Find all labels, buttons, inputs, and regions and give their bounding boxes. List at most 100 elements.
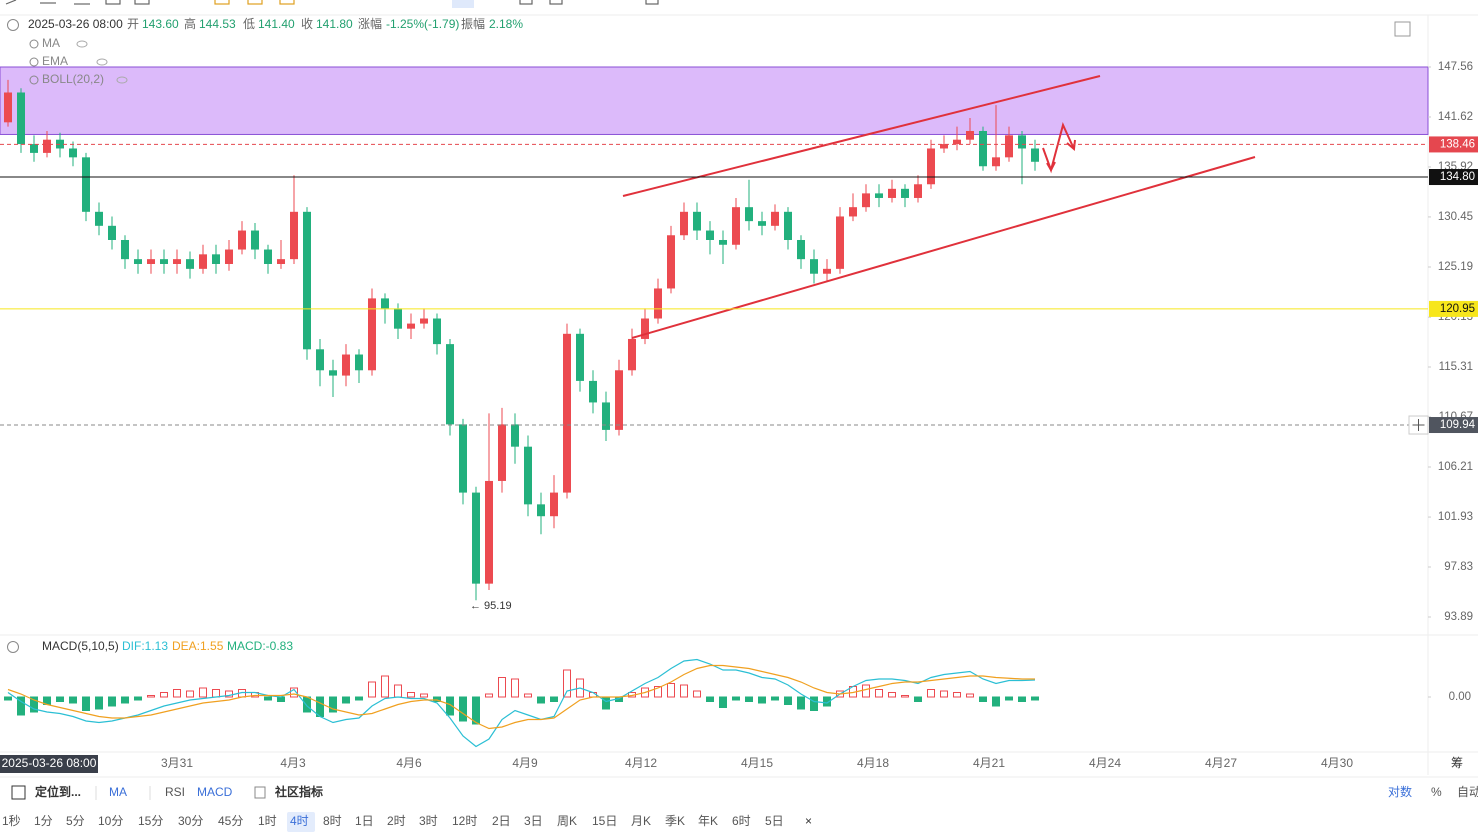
candle-body <box>251 230 259 250</box>
indicator-button[interactable]: MA <box>109 785 127 799</box>
indicator-button[interactable]: RSI <box>165 785 185 799</box>
timeframe-button[interactable]: 3时 <box>419 814 438 828</box>
y-tick-label: 0.00 <box>1449 691 1471 703</box>
macd-bar <box>784 696 792 705</box>
calendar-icon[interactable] <box>11 785 26 800</box>
timeframe-button[interactable]: 45分 <box>218 814 243 828</box>
candle-body <box>589 380 597 403</box>
candle-body <box>654 288 662 319</box>
collapse-icon[interactable] <box>7 641 19 653</box>
timeframe-button[interactable]: 10分 <box>98 814 123 828</box>
candle-body <box>979 130 987 167</box>
tool-icon[interactable] <box>645 0 659 5</box>
x-tick-label: 4月21 <box>973 756 1005 770</box>
macd-bar <box>771 696 779 701</box>
tool-icon[interactable] <box>5 0 17 5</box>
macd-bar <box>602 696 610 710</box>
x-tick-label: 4月30 <box>1321 756 1353 770</box>
timeframe-button[interactable]: 8时 <box>323 814 342 828</box>
candle-body <box>212 254 220 264</box>
price-tag <box>1429 417 1478 434</box>
timeframe-button[interactable]: 15日 <box>592 814 617 828</box>
bell-icon[interactable] <box>29 57 39 67</box>
trend-line-upper[interactable] <box>622 75 1101 197</box>
candle-body <box>420 318 428 324</box>
tool-icon[interactable] <box>214 0 230 5</box>
scale-button[interactable]: % <box>1431 785 1442 799</box>
macd-bar <box>680 684 688 698</box>
header-field-value: 2.18% <box>489 17 523 31</box>
macd-bar <box>459 696 467 722</box>
eye-icon[interactable] <box>96 58 108 66</box>
close-icon[interactable]: × <box>805 814 812 828</box>
macd-bar <box>329 696 337 713</box>
expand-button[interactable] <box>1394 21 1411 37</box>
timeframe-button[interactable]: 年K <box>698 814 718 828</box>
y-tick-label: 93.89 <box>1444 611 1473 623</box>
tool-icon[interactable] <box>279 0 295 5</box>
scale-button[interactable]: 对数 <box>1388 784 1412 799</box>
timeframe-button[interactable]: 3日 <box>524 814 543 828</box>
tool-icon[interactable] <box>519 0 533 5</box>
timeframe-button[interactable]: 1分 <box>34 814 53 828</box>
eye-icon[interactable] <box>116 76 128 84</box>
bell-icon[interactable] <box>29 75 39 85</box>
tool-icon-active[interactable] <box>452 0 474 8</box>
macd-bar <box>719 696 727 708</box>
overlay-label: BOLL(20,2) <box>42 72 104 86</box>
indicator-button[interactable]: MACD <box>197 785 233 799</box>
macd-bar <box>303 696 311 713</box>
timeframe-button[interactable]: 5分 <box>66 814 85 828</box>
scale-button[interactable]: 自动 <box>1457 785 1478 799</box>
candle-body <box>277 259 285 264</box>
macd-bar <box>1031 696 1039 701</box>
tool-icon[interactable] <box>134 0 150 5</box>
tool-icon[interactable] <box>247 0 263 5</box>
macd-bar <box>511 678 519 698</box>
forecast-arrow[interactable] <box>1042 122 1075 174</box>
timeframe-button[interactable]: 30分 <box>178 814 203 828</box>
candle-body <box>368 298 376 371</box>
trend-line-lower[interactable] <box>631 156 1256 339</box>
bell-icon[interactable] <box>29 39 39 49</box>
header-fields: 开 143.60 高 144.53 低 141.40 收 141.80 涨幅 -1.25%(-1.… <box>127 16 523 31</box>
locate-button[interactable]: 定位到... <box>35 784 81 799</box>
timeframe-button[interactable]: 2时 <box>387 814 406 828</box>
timeframe-button[interactable]: 5日 <box>765 814 784 828</box>
community-button[interactable]: 社区指标 <box>274 784 323 799</box>
macd-bar <box>953 692 961 698</box>
candle-body <box>290 211 298 260</box>
macd-bar <box>277 696 285 702</box>
candle-body <box>95 211 103 226</box>
timeframe-button[interactable]: 1日 <box>355 814 374 828</box>
timeframe-button[interactable]: 4时 <box>290 814 309 828</box>
candle-body <box>498 424 506 481</box>
macd-bar <box>875 689 883 698</box>
eye-icon[interactable] <box>76 40 88 48</box>
macd-bar <box>758 696 766 704</box>
timeframe-button[interactable]: 1秒 <box>2 814 21 828</box>
collapse-icon[interactable] <box>7 19 19 31</box>
tool-icon[interactable] <box>549 0 563 5</box>
timeframe-button[interactable]: 季K <box>665 814 685 828</box>
macd-bar <box>524 693 532 698</box>
candle-body <box>628 338 636 371</box>
macd-bar <box>290 687 298 698</box>
timeframe-button[interactable]: 15分 <box>138 814 163 828</box>
candle-body <box>797 239 805 260</box>
timeframe-button[interactable]: 12时 <box>452 814 477 828</box>
candle-body <box>966 130 974 140</box>
timeframe-button[interactable]: 2日 <box>492 814 511 828</box>
price-tag-label: 109.94 <box>1440 419 1476 431</box>
header-field-value: 141.80 <box>316 17 353 31</box>
timeframe-button[interactable]: 周K <box>557 814 577 828</box>
y-tick-label: 141.62 <box>1438 111 1473 123</box>
timeframe-button[interactable]: 1时 <box>258 814 277 828</box>
macd-bar <box>147 695 155 698</box>
timeframe-button[interactable]: 月K <box>631 814 651 828</box>
side-tab[interactable]: 筹 <box>1451 756 1463 770</box>
tool-icon[interactable] <box>105 0 121 5</box>
timeframe-button[interactable]: 6时 <box>732 814 751 828</box>
macd-bar <box>69 696 77 704</box>
